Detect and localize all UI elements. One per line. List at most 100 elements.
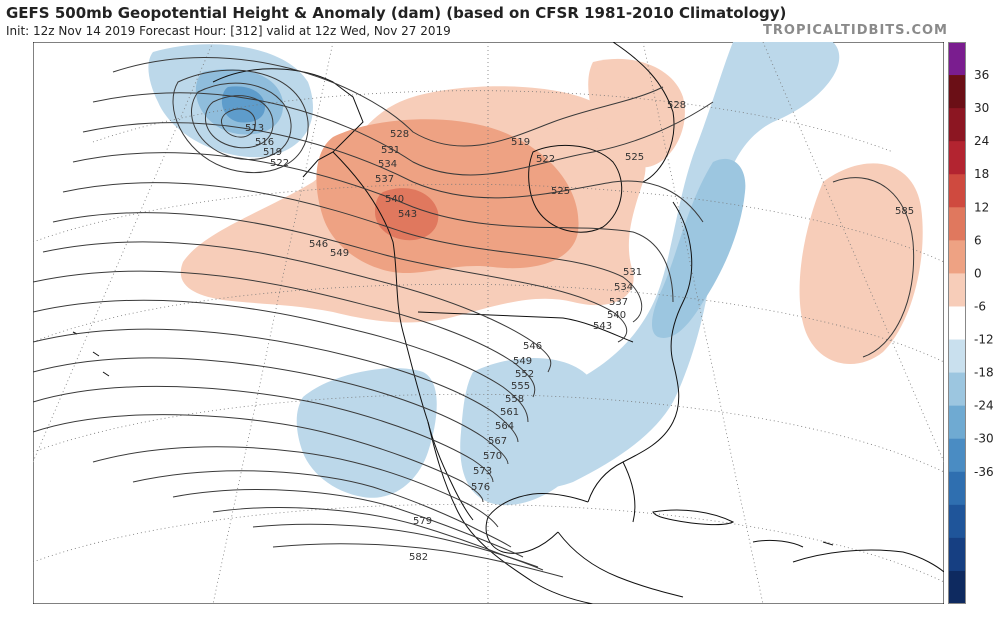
contour-555 [33, 328, 519, 443]
contour-558 [33, 357, 509, 465]
negative-anomaly-east-coast-core [651, 158, 746, 338]
contour-label: 522 [536, 154, 555, 165]
site-watermark: TROPICALTIDBITS.COM [763, 23, 948, 38]
colorbar-swatch [948, 174, 966, 208]
negative-anomaly-southwest [296, 368, 437, 498]
contour-573 [172, 489, 524, 558]
colorbar-tick-label: 36 [974, 68, 989, 82]
contour-label: 525 [551, 186, 570, 197]
contour-585 [832, 177, 915, 358]
baja-california [427, 421, 474, 521]
colorbar-swatch [948, 537, 966, 572]
greenland [612, 42, 675, 183]
colorbar-tick-label: 6 [974, 233, 982, 247]
contour-label: 540 [385, 194, 404, 205]
colorbar-tick-label: 18 [974, 167, 989, 181]
colorbar-swatch [948, 273, 966, 307]
central-america [557, 531, 684, 598]
contour-label: 534 [378, 159, 397, 170]
colorbar-tick-label: 12 [974, 200, 989, 214]
contour-561 [33, 385, 494, 483]
contour-label: 564 [495, 421, 514, 432]
anomaly-colorbar: 36 30 24 18 12 6 0 -6 -12 -18 -24 -30 -36 [948, 42, 994, 604]
colorbar-swatch [948, 504, 966, 539]
contour-549 [33, 270, 536, 398]
contour-label: 528 [390, 129, 409, 140]
contour-label: 579 [413, 516, 432, 527]
colorbar-tick-label: 0 [974, 266, 982, 280]
contour-567 [92, 446, 499, 528]
caribbean-islands [752, 539, 834, 548]
colorbar-tick-label: -36 [974, 465, 994, 479]
contour-537 [72, 152, 674, 303]
colorbar-swatch [948, 372, 966, 407]
contour-label: 558 [505, 394, 524, 405]
contour-540 [62, 182, 643, 323]
contour-528 [112, 56, 664, 147]
page-title: GEFS 500mb Geopotential Height & Anomaly… [6, 4, 787, 22]
colorbar-swatch [948, 471, 966, 506]
contour-labels: 513 516 519 522 528 531 534 537 540 543 … [245, 100, 914, 563]
contour-label: 546 [523, 341, 542, 352]
colorbar-swatches [948, 42, 966, 604]
positive-anomaly-atlantic [799, 163, 923, 364]
contour-516 [205, 95, 274, 149]
contour-label: 528 [667, 100, 686, 111]
contour-label: 567 [488, 436, 507, 447]
colorbar-swatch [948, 42, 966, 76]
positive-anomaly-canada-center [375, 188, 439, 241]
contour-531 [92, 92, 714, 176]
colorbar-tick-label: -24 [974, 399, 994, 413]
colorbar-labels: 36 30 24 18 12 6 0 -6 -12 -18 -24 -30 -36 [974, 68, 994, 479]
contour-label: 582 [409, 552, 428, 563]
contour-label: 555 [511, 381, 530, 392]
contour-label: 531 [381, 145, 400, 156]
contour-label: 561 [500, 407, 519, 418]
contour-label: 522 [270, 158, 289, 169]
contour-579 [252, 523, 539, 568]
contour-label: 549 [513, 356, 532, 367]
contour-label: 546 [309, 239, 328, 250]
contour-543 [52, 212, 628, 343]
latitude-line [33, 393, 944, 473]
colorbar-tick-label: -30 [974, 432, 994, 446]
contour-label: 519 [263, 147, 282, 158]
contour-513 [220, 108, 256, 138]
contour-label: 537 [375, 174, 394, 185]
latlon-grid [33, 42, 944, 604]
colorbar-outline [948, 42, 966, 604]
colorbar-tick-label: -18 [974, 366, 994, 380]
contour-label: 537 [609, 297, 628, 308]
colorbar-tick-label: 24 [974, 134, 989, 148]
florida [622, 461, 636, 523]
colorbar-swatch [948, 570, 966, 604]
colorbar-tick-label: -12 [974, 333, 994, 347]
contour-label: 573 [473, 466, 492, 477]
contour-label: 534 [614, 282, 633, 293]
init-forecast-info: Init: 12z Nov 14 2019 Forecast Hour: [31… [6, 24, 451, 38]
colorbar-tick-label: -6 [974, 299, 986, 313]
contour-546 [42, 241, 552, 373]
contour-label: 549 [330, 248, 349, 259]
contour-label: 585 [895, 206, 914, 217]
contour-534 [82, 122, 704, 223]
positive-anomaly-canada-core [316, 119, 579, 274]
contour-label: 525 [625, 152, 644, 163]
contour-label: 531 [623, 267, 642, 278]
contour-label: 576 [471, 482, 490, 493]
contour-564 [33, 414, 484, 503]
colorbar-tick-label: 30 [974, 101, 989, 115]
colorbar-swatch [948, 405, 966, 440]
contour-570 [132, 470, 512, 548]
colorbar-swatch [948, 141, 966, 175]
colorbar-swatch [948, 207, 966, 241]
contour-552 [33, 299, 529, 423]
latitude-line [92, 90, 894, 153]
hudson-bay [528, 144, 623, 233]
contour-label: 552 [515, 369, 534, 380]
contour-522 [172, 69, 309, 174]
colorbar-swatch [948, 306, 966, 341]
height-contours [33, 56, 915, 578]
latitude-line [33, 183, 944, 263]
longitude-line [762, 42, 944, 463]
